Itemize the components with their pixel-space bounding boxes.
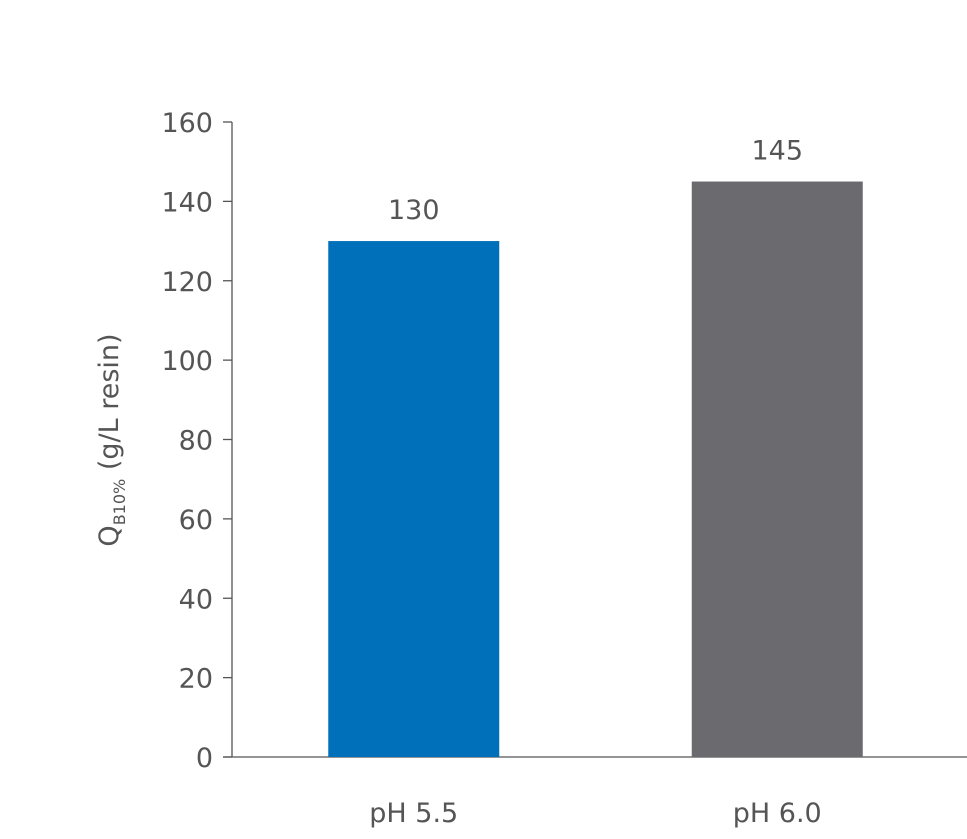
y-tick-label: 120 <box>161 267 213 298</box>
y-axis-title-subscript: B10% <box>110 479 129 526</box>
y-tick-label: 100 <box>161 346 213 377</box>
y-tick-label: 0 <box>196 743 213 774</box>
category-labels: pH 5.5 pH 6.0 <box>369 798 821 829</box>
y-tick-label: 60 <box>179 505 213 536</box>
y-tick-label: 160 <box>161 108 213 139</box>
data-labels: 130 145 <box>388 136 803 227</box>
bar-ph-5-5 <box>328 241 500 757</box>
x-category-label: pH 5.5 <box>369 798 458 829</box>
bar-ph-6-0 <box>691 181 863 757</box>
y-tick-label: 40 <box>179 584 213 615</box>
bars <box>328 181 863 757</box>
y-axis-title: QB10% (g/L resin) <box>94 333 129 546</box>
y-axis-title-rest: (g/L resin) <box>94 333 125 478</box>
y-tick-label: 20 <box>179 664 213 695</box>
x-category-label: pH 6.0 <box>733 798 822 829</box>
data-label: 145 <box>751 136 803 167</box>
y-tick-label: 80 <box>179 426 213 457</box>
data-label: 130 <box>388 195 440 226</box>
y-axis: 0 20 40 60 80 100 120 140 160 <box>161 108 233 774</box>
y-tick-label: 140 <box>161 187 213 218</box>
y-axis-title-main: Q <box>94 525 125 546</box>
